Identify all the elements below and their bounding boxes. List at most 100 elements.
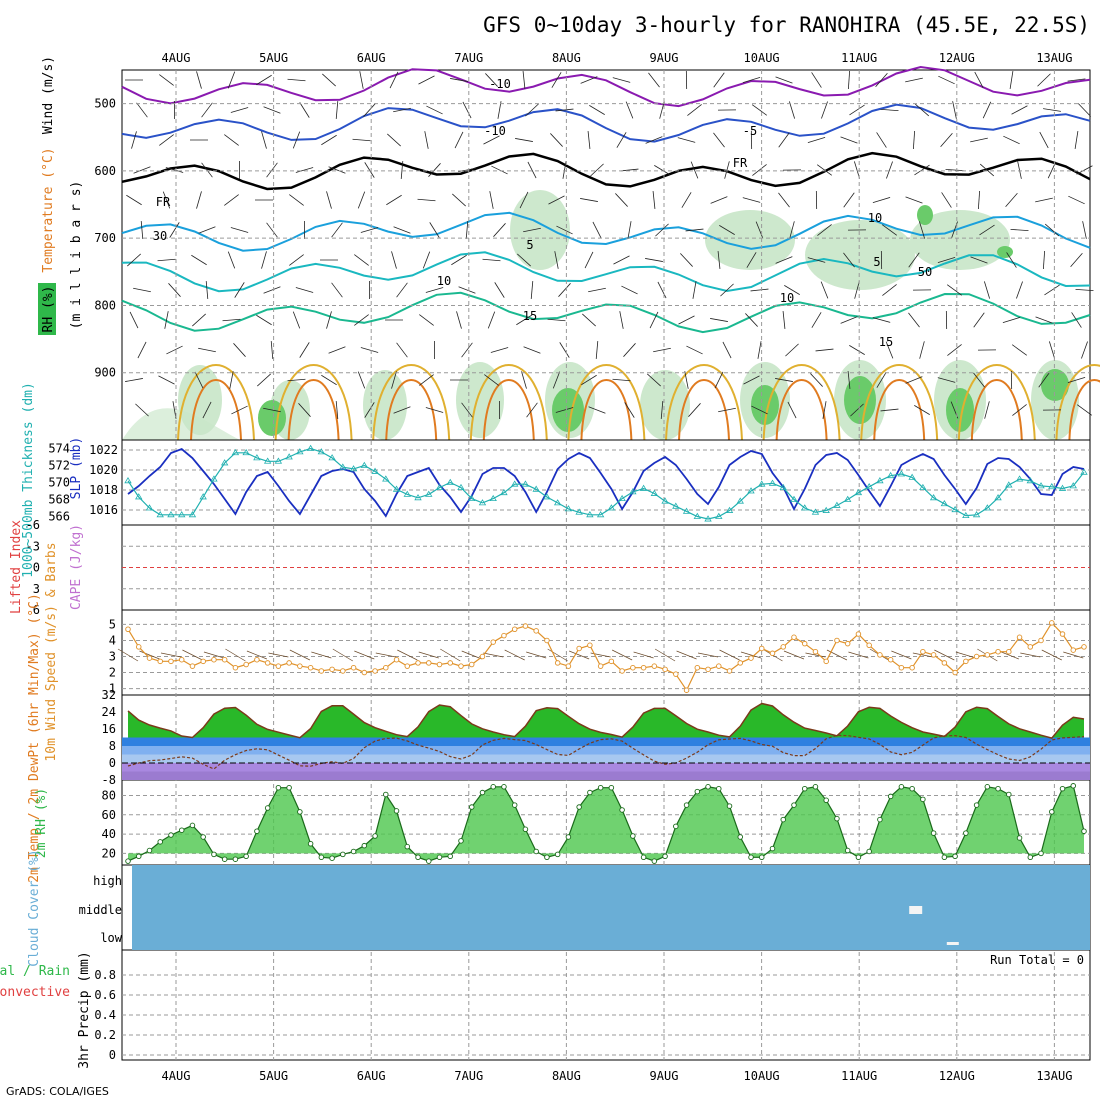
rh-point [759,854,765,861]
temp-tick: 8 [109,739,116,753]
wind-speed-point [178,656,185,663]
axis-labels: 4AUG 4AUG 5AUG 5AUG 6AUG 6AUG 7AUG 7AUG 8AUG 8AUG… [0,51,1084,1083]
wind-barb [158,375,175,385]
wind-speed-point [759,645,765,652]
wind-barb [886,161,893,179]
wind-barb-10m [633,651,654,659]
wind-barb [551,72,562,88]
wind-barb [908,252,920,268]
rh-point [769,845,776,852]
precip-legend-rain: Total / Rain [0,964,70,979]
wind-speed-point [426,660,432,666]
wind-barb [983,281,991,299]
thickness-point [682,507,691,514]
wind-barb [261,251,267,269]
wind-barb-10m [934,649,955,661]
wind-barb [357,371,366,389]
rh-point [941,854,948,861]
rh-point [866,848,872,855]
wind-barb [289,254,304,266]
wind-barb-10m [848,651,869,659]
thickness-point [596,511,605,518]
wind-barb-10m [160,652,182,658]
wind-barb-10m [955,651,976,659]
wind-barb [1067,376,1086,384]
wind-barb-10m [1020,652,1041,658]
day-label-top: 7AUG [454,51,483,65]
rh-point [168,832,174,838]
thickness-point [564,505,573,512]
thickness-tick: 568 [48,493,70,507]
rh-point [920,796,926,803]
wind-barb [393,226,411,234]
thickness-point [1048,482,1056,490]
rh-tick: 80 [102,788,116,802]
wind-speed-point [963,658,969,665]
wind-barb [648,72,660,88]
wind-barb [718,407,736,413]
rh-point [619,807,625,813]
wind-barb [335,400,339,420]
wind-barb [1075,288,1094,292]
wind-barb [363,103,376,117]
wind-speed-tick: 4 [109,633,116,647]
rh-point [791,802,797,808]
isotherm-label: 15 [879,335,893,349]
lifted-index-tick: 3 [33,582,40,596]
wind-barb [811,312,822,328]
wind-barb-10m [418,651,439,659]
wind-speed-point [877,652,883,658]
rh-point [608,784,615,791]
wind-speed-point [941,660,948,666]
wind-barb [516,314,532,326]
wind-barb [589,105,605,115]
rh-point [673,823,679,830]
wind-barb [166,345,183,355]
wind-barb [393,107,411,113]
wind-barb [555,407,574,413]
temp-tick: 0 [109,756,116,770]
wind-speed-point [920,648,926,655]
wind-barb [1039,131,1049,149]
wind-barb [548,195,565,205]
rh-point [200,834,206,840]
wind-speed-point [200,658,206,665]
wind-barb [1082,221,1087,239]
wind-barb-10m [719,649,740,661]
wind-speed-tick: 5 [109,617,116,631]
wind-barb [554,251,559,269]
day-label-top: 6AUG [357,51,386,65]
wind-barb [191,254,207,266]
wind-barb-10m [289,649,311,661]
wind-barb [198,226,216,234]
wind-barb [133,287,151,293]
rh-point [490,784,496,790]
thickness-point [607,504,616,511]
run-total-label: Run Total = 0 [990,953,1084,967]
isotherm--5 [121,103,1091,143]
wind-speed-point [834,637,840,644]
rh-point [135,853,142,860]
isotherm-10 [121,251,1091,293]
rh-point [189,822,196,829]
wind-barb [719,225,735,235]
wind-barb [977,190,981,210]
wind-barb-10m [311,651,332,659]
rh-point [415,854,421,861]
wind-barb [757,341,762,359]
wind-speed-point [1006,648,1012,655]
wind-barb [135,403,149,417]
wind-barb [680,253,693,267]
thickness-point [886,471,895,479]
wind-barb [750,288,769,292]
wind-barb [298,403,311,417]
isotherm-label: 5 [873,255,880,269]
thickness-point [639,484,648,491]
wind-barb [426,105,443,115]
wind-barb [417,198,436,202]
thickness-point [1005,481,1013,488]
thickness-point [231,448,240,456]
wind-barb [452,193,466,207]
wind-speed-point [823,658,829,665]
wind-barb [1002,316,1021,324]
